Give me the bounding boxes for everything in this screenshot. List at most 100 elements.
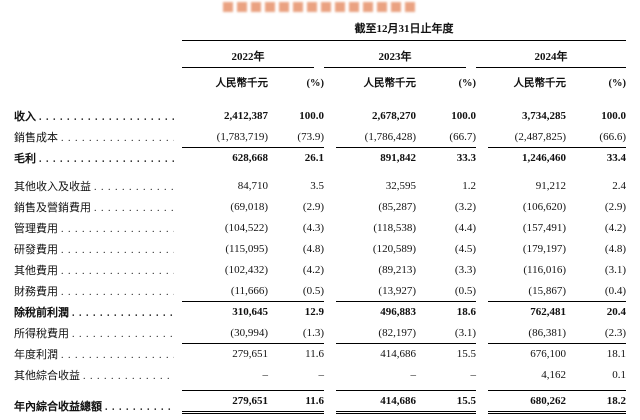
pct-cell-2023: 33.3: [416, 147, 476, 166]
value-cell-2023: 496,883: [336, 301, 416, 320]
pct-cell-2024: 33.4: [566, 147, 626, 166]
row-label-cell: 其他綜合收益: [14, 367, 182, 383]
value-cell-2023: 2,678,270: [372, 110, 416, 122]
value-cell-2022: (104,522): [224, 222, 268, 234]
year-header-row: 2022年 2023年 2024年: [14, 48, 626, 68]
row-label: 財務費用: [14, 286, 58, 298]
value-cell-2022: (11,666): [230, 285, 268, 297]
dot-leader: [39, 111, 174, 123]
row-label: 年內綜合收益總額: [14, 401, 102, 413]
pct-cell-2022: 11.6: [268, 390, 324, 414]
row-label-cell: 毛利: [14, 150, 182, 166]
row-label-cell: 除稅前利潤: [14, 304, 182, 320]
unit-label-2023: 人民幣千元: [363, 78, 417, 89]
table-row: 財務費用 (11,666) (0.5) (13,927) (0.5) (15,8…: [14, 278, 626, 299]
table-row: 年內綜合收益總額 279,651 11.6 414,686 15.5 680,2…: [14, 390, 626, 414]
pct-cell-2022: 3.5: [310, 180, 324, 192]
table-row: 年度利潤 279,651 11.6 414,686 15.5 676,100 1…: [14, 341, 626, 362]
pct-cell-2024: 18.2: [566, 390, 626, 414]
pct-cell-2024: 2.4: [612, 180, 626, 192]
row-label: 其他費用: [14, 265, 58, 277]
row-label-cell: 所得稅費用: [14, 325, 182, 341]
pct-cell-2023: (66.7): [449, 131, 476, 143]
table-row: 除稅前利潤 310,645 12.9 496,883 18.6 762,481 …: [14, 299, 626, 320]
row-label: 其他綜合收益: [14, 370, 80, 382]
dot-leader: [61, 286, 174, 298]
pct-cell-2022: (73.9): [297, 131, 324, 143]
value-cell-2022: –: [262, 369, 269, 381]
dot-leader: [61, 265, 174, 277]
financial-summary-table: 截至12月31日止年度 2022年 2023年 2024年 人民幣千元 (%) …: [14, 20, 626, 414]
pct-cell-2024: 20.4: [566, 301, 626, 320]
value-cell-2024: (179,197): [522, 243, 566, 255]
value-cell-2024: 1,246,460: [488, 147, 566, 166]
row-label: 除稅前利潤: [14, 307, 69, 319]
row-label: 毛利: [14, 153, 36, 165]
pct-cell-2022: 12.9: [268, 301, 324, 320]
year-header-2024: 2024年: [476, 48, 626, 68]
table-row: 銷售成本 (1,783,719) (73.9) (1,786,428) (66.…: [14, 124, 626, 145]
row-label-cell: 收入: [14, 108, 182, 124]
value-cell-2022: (1,783,719): [216, 131, 268, 143]
row-label-cell: 其他收入及收益: [14, 178, 182, 194]
pct-cell-2023: (4.4): [454, 222, 476, 234]
pct-cell-2023: (0.5): [454, 285, 476, 297]
value-cell-2024: (116,016): [523, 264, 566, 276]
value-cell-2023: (118,538): [373, 222, 416, 234]
value-cell-2023: 891,842: [336, 147, 416, 166]
value-cell-2023: 414,686: [336, 390, 416, 414]
table-row: 其他費用 (102,432) (4.2) (89,213) (3.3) (116…: [14, 257, 626, 278]
table-row: 研發費用 (115,095) (4.8) (120,589) (4.5) (17…: [14, 236, 626, 257]
row-label-cell: 財務費用: [14, 283, 182, 299]
row-label-cell: 銷售及營銷費用: [14, 199, 182, 215]
table-row: 銷售及營銷費用 (69,018) (2.9) (85,287) (3.2) (1…: [14, 194, 626, 215]
row-label: 銷售成本: [14, 132, 58, 144]
row-label: 所得稅費用: [14, 328, 69, 340]
value-cell-2022: (30,994): [230, 327, 268, 339]
dot-leader: [72, 307, 174, 319]
pct-cell-2024: 18.1: [566, 343, 626, 362]
value-cell-2023: (1,786,428): [364, 131, 416, 143]
pct-cell-2022: 100.0: [299, 110, 324, 122]
unit-label-2024: 人民幣千元: [513, 78, 567, 89]
value-cell-2023: (82,197): [378, 327, 416, 339]
value-cell-2023: (89,213): [378, 264, 416, 276]
pct-cell-2023: (4.5): [454, 243, 476, 255]
pct-cell-2024: (4.2): [604, 222, 626, 234]
value-cell-2024: 676,100: [488, 343, 566, 362]
row-label: 年度利潤: [14, 349, 58, 361]
cropped-title-remnant: [222, 2, 418, 12]
unit-header-row: 人民幣千元 (%) 人民幣千元 (%) 人民幣千元 (%): [14, 76, 627, 91]
value-cell-2022: 84,710: [237, 180, 268, 192]
dot-leader: [105, 401, 174, 413]
value-cell-2022: (115,095): [225, 243, 268, 255]
table-row: 管理費用 (104,522) (4.3) (118,538) (4.4) (15…: [14, 215, 626, 236]
table-body: 收入 2,412,387 100.0 2,678,270 100.0 3,734…: [14, 103, 626, 414]
row-label-cell: 其他費用: [14, 262, 182, 278]
value-cell-2024: (106,620): [522, 201, 566, 213]
value-cell-2024: 3,734,285: [522, 110, 566, 122]
table-row: 其他綜合收益 – – – – 4,162 0.1: [14, 362, 626, 383]
value-cell-2024: (157,491): [522, 222, 566, 234]
pct-cell-2024: (2.9): [604, 201, 626, 213]
pct-cell-2023: 18.6: [416, 301, 476, 320]
dot-leader: [61, 223, 174, 235]
value-cell-2024: (15,867): [528, 285, 566, 297]
value-cell-2023: 414,686: [336, 343, 416, 362]
value-cell-2023: (13,927): [378, 285, 416, 297]
year-header-2023: 2023年: [324, 48, 466, 68]
dot-leader: [61, 244, 174, 256]
dot-leader: [39, 153, 174, 165]
row-label: 銷售及營銷費用: [14, 202, 91, 214]
table-row: 毛利 628,668 26.1 891,842 33.3 1,246,460 3…: [14, 145, 626, 166]
pct-cell-2023: 15.5: [416, 390, 476, 414]
row-label: 其他收入及收益: [14, 181, 91, 193]
pct-cell-2024: (4.8): [604, 243, 626, 255]
pct-label-2022: (%): [306, 78, 325, 89]
row-label-cell: 銷售成本: [14, 129, 182, 145]
value-cell-2022: 2,412,387: [224, 110, 268, 122]
value-cell-2022: (102,432): [224, 264, 268, 276]
value-cell-2024: 4,162: [541, 369, 566, 381]
pct-cell-2024: 100.0: [601, 110, 626, 122]
value-cell-2022: 310,645: [182, 301, 268, 320]
